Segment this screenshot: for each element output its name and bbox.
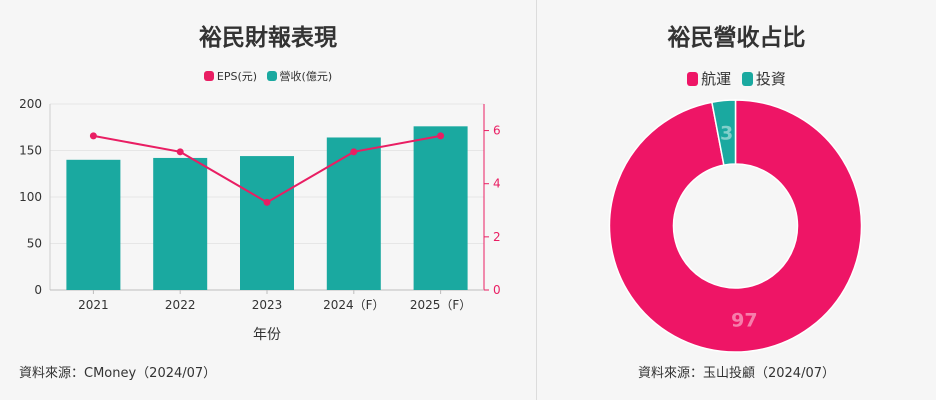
y-right-tick-label: 4 bbox=[493, 177, 501, 191]
legend-label-investment: 投資 bbox=[755, 70, 786, 88]
donut-slice bbox=[711, 99, 737, 166]
donut-chart: 97 3 bbox=[608, 99, 863, 353]
revenue-bar bbox=[66, 159, 121, 290]
eps-point bbox=[350, 148, 358, 156]
legend-swatch-investment bbox=[741, 72, 753, 86]
legend-swatch-eps bbox=[203, 71, 214, 81]
legend-item-revenue[interactable]: 營收(億元) bbox=[266, 68, 333, 84]
x-tick-label: 2022 bbox=[165, 298, 196, 312]
revenue-share-legend: 航運 投資 bbox=[537, 68, 936, 89]
y-right-tick-label: 2 bbox=[493, 230, 501, 244]
donut-slice bbox=[608, 99, 863, 353]
y-left-tick-label: 100 bbox=[19, 190, 42, 204]
y-left-tick-label: 150 bbox=[19, 144, 42, 158]
legend-swatch-revenue bbox=[266, 71, 277, 81]
legend-label-shipping: 航運 bbox=[701, 70, 732, 88]
legend-item-eps[interactable]: EPS(元) bbox=[203, 68, 258, 84]
revenue-bar bbox=[240, 156, 294, 290]
revenue-share-title: 裕民營收占比 bbox=[667, 25, 806, 51]
financial-source: 資料來源：CMoney（2024/07） bbox=[19, 366, 217, 381]
panel-divider bbox=[536, 0, 537, 400]
donut-slice-label: 3 bbox=[720, 122, 733, 144]
x-tick-label: 2025（F） bbox=[410, 298, 471, 312]
legend-item-investment[interactable]: 投資 bbox=[741, 68, 786, 89]
legend-item-shipping[interactable]: 航運 bbox=[687, 68, 731, 89]
revenue-bar bbox=[326, 137, 381, 290]
legend-label-revenue: 營收(億元) bbox=[279, 70, 333, 83]
x-tick-label: 2024（F） bbox=[323, 298, 384, 312]
financial-panel: 裕民財報表現 EPS(元) 營收(億元) 0 50 100 150 200 0 2 4 6 202… bbox=[0, 25, 536, 381]
revenue-bar bbox=[153, 157, 208, 290]
y-left-tick-label: 0 bbox=[34, 283, 42, 297]
legend-label-eps: EPS(元) bbox=[216, 70, 258, 83]
y-left-tick-label: 50 bbox=[27, 237, 42, 251]
eps-point bbox=[176, 148, 184, 156]
y-left-tick-label: 200 bbox=[19, 97, 42, 111]
financial-chart-title: 裕民財報表現 bbox=[199, 25, 337, 51]
x-axis-label: 年份 bbox=[253, 327, 281, 343]
y-right-tick-label: 0 bbox=[493, 283, 501, 297]
donut-slice-label: 97 bbox=[731, 310, 757, 332]
revenue-share-source: 資料來源：玉山投顧（2024/07） bbox=[637, 366, 835, 381]
eps-point bbox=[263, 198, 271, 206]
x-tick-label: 2021 bbox=[78, 298, 109, 312]
revenue-bar bbox=[413, 126, 468, 290]
revenue-share-panel: 裕民營收占比 航運 投資 97 3 資料來源：玉山投顧（2024/07） bbox=[537, 0, 936, 400]
x-tick-label: 2023 bbox=[252, 298, 283, 312]
eps-point bbox=[89, 132, 97, 140]
financial-legend: EPS(元) 營收(億元) bbox=[0, 68, 536, 84]
legend-swatch-shipping bbox=[687, 72, 699, 86]
y-right-tick-label: 6 bbox=[493, 124, 501, 138]
combo-chart: 0 50 100 150 200 0 2 4 6 2021 2022 2023 2024（F） 2025（… bbox=[19, 97, 501, 343]
eps-point bbox=[437, 132, 445, 140]
